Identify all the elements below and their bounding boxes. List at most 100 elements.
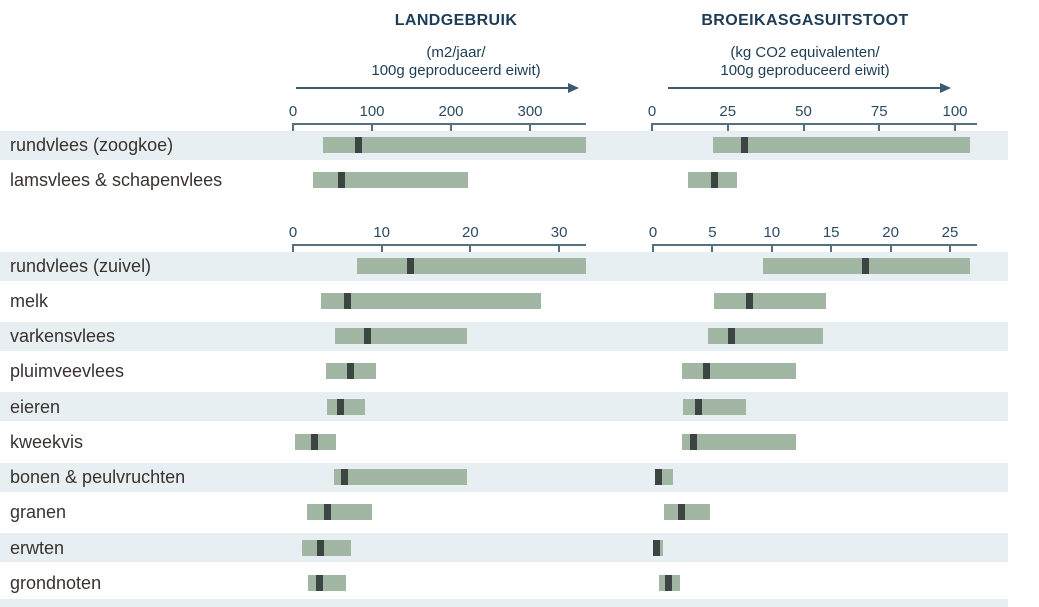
bottom-row-band-cutoff <box>0 599 1008 607</box>
row-band <box>0 392 1008 421</box>
land-axis-tick <box>292 244 294 252</box>
land-axis-tick <box>469 244 472 252</box>
ghg-axis-tick-label: 20 <box>882 224 899 241</box>
land-range-bar <box>333 469 467 485</box>
land-median-marker <box>347 363 355 379</box>
ghg-unit-line1: (kg CO2 equivalenten/ <box>730 44 880 61</box>
ghg-range-bar <box>682 398 746 415</box>
ghg-axis-tick <box>878 123 881 131</box>
row-label: erwten <box>10 537 65 558</box>
row-band <box>0 533 1008 562</box>
land-axis-tick-label: 0 <box>288 224 298 241</box>
ghg-range-bar <box>663 504 711 520</box>
land-median-marker <box>340 469 348 485</box>
ghg-median-marker <box>727 328 735 344</box>
land-axis-tick-label: 0 <box>288 103 298 120</box>
ghg-median-marker <box>678 504 685 520</box>
ghg-axis-tick <box>711 244 714 252</box>
row-band <box>0 357 1008 386</box>
row-label: lamsvlees & schapenvlees <box>10 170 223 190</box>
land-axis-tick <box>450 123 452 131</box>
ghg-axis-tick <box>949 244 951 252</box>
row-label: granen <box>10 502 67 522</box>
row-band <box>0 321 1008 351</box>
row-label: bonen & peulvruchten <box>10 467 186 487</box>
land-axis-line <box>293 244 586 246</box>
ghg-axis-tick-label: 50 <box>795 103 812 120</box>
land-median-marker <box>336 398 344 415</box>
ghg-axis-tick <box>802 123 805 131</box>
row-label: rundvlees (zoogkoe) <box>10 135 174 155</box>
ghg-range-bar <box>713 293 827 309</box>
ghg-axis-tick <box>770 244 773 252</box>
ghg-axis-tick-label: 75 <box>870 103 888 120</box>
land-axis-tick <box>529 123 531 131</box>
land-range-bar <box>301 539 351 556</box>
ghg-axis-tick <box>954 123 956 131</box>
land-median-marker <box>406 258 414 274</box>
ghg-median-marker <box>710 172 718 188</box>
ghg-range-bar <box>707 328 823 344</box>
ghg-column-title: BROEIKASGASUITSTOOT <box>701 12 909 29</box>
land-median-marker <box>355 137 363 153</box>
ghg-axis-tick-label: 15 <box>822 224 840 241</box>
row-label: varkensvlees <box>10 326 116 346</box>
land-range-bar <box>321 293 542 309</box>
ghg-axis-line <box>652 123 977 125</box>
land-axis-tick <box>558 244 561 252</box>
ghg-median-marker <box>689 433 697 450</box>
ghg-median-marker <box>655 469 663 485</box>
land-range-bar <box>307 504 372 520</box>
land-range-bar <box>326 398 365 415</box>
land-median-marker <box>310 433 318 450</box>
land-range-bar <box>356 258 586 274</box>
row-label: rundvlees (zuivel) <box>10 256 152 276</box>
land-axis-tick-label: 200 <box>438 103 464 120</box>
ghg-axis-tick <box>830 244 833 252</box>
row-band <box>0 498 1008 527</box>
land-median-marker <box>344 293 352 309</box>
ghg-axis-arrowhead-icon <box>940 83 951 93</box>
ghg-axis-tick <box>726 123 729 131</box>
ghg-median-marker <box>664 575 672 591</box>
ghg-axis-line <box>653 244 977 246</box>
row-label: kweekvis <box>10 431 84 452</box>
land-range-bar <box>308 575 347 591</box>
ghg-axis-tick-label: 100 <box>942 103 968 120</box>
land-unit-line2: 100g geproduceerd eiwit) <box>371 62 541 79</box>
ghg-axis-tick-label: 0 <box>648 224 658 241</box>
ghg-axis-tick-label: 10 <box>763 224 781 241</box>
land-range-bar <box>334 328 467 344</box>
ghg-median-marker <box>862 258 870 274</box>
land-median-marker <box>324 504 332 520</box>
ghg-median-marker <box>740 137 748 153</box>
land-axis-tick-label: 30 <box>550 224 568 241</box>
land-median-marker <box>364 328 371 344</box>
land-axis-tick <box>292 123 294 131</box>
ghg-axis-tick-label: 25 <box>719 103 737 120</box>
ghg-median-marker <box>702 363 710 379</box>
ghg-axis-tick-label: 0 <box>647 103 657 120</box>
ghg-axis-tick-label: 25 <box>941 224 959 241</box>
land-unit-line1: (m2/jaar/ <box>426 44 486 61</box>
ghg-range-bar <box>681 363 796 379</box>
row-band <box>0 427 1008 456</box>
land-axis-tick <box>371 123 373 131</box>
land-range-bar <box>323 137 586 153</box>
ghg-median-marker <box>745 293 753 309</box>
ghg-median-marker <box>653 539 661 556</box>
land-axis-tick <box>380 244 383 252</box>
ghg-median-marker <box>694 398 702 415</box>
land-axis-arrowhead-icon <box>568 83 579 93</box>
ghg-unit-line2: 100g geproduceerd eiwit) <box>720 62 890 79</box>
land-axis-tick-label: 300 <box>517 103 543 120</box>
ghg-range-bar <box>681 433 796 450</box>
land-axis-tick-label: 100 <box>359 103 385 120</box>
ghg-axis-tick <box>652 244 654 252</box>
land-median-marker <box>337 172 345 188</box>
land-median-marker <box>316 575 324 591</box>
row-band <box>0 569 1008 598</box>
row-label: grondnoten <box>10 573 102 593</box>
ghg-axis-tick-label: 5 <box>708 224 717 241</box>
